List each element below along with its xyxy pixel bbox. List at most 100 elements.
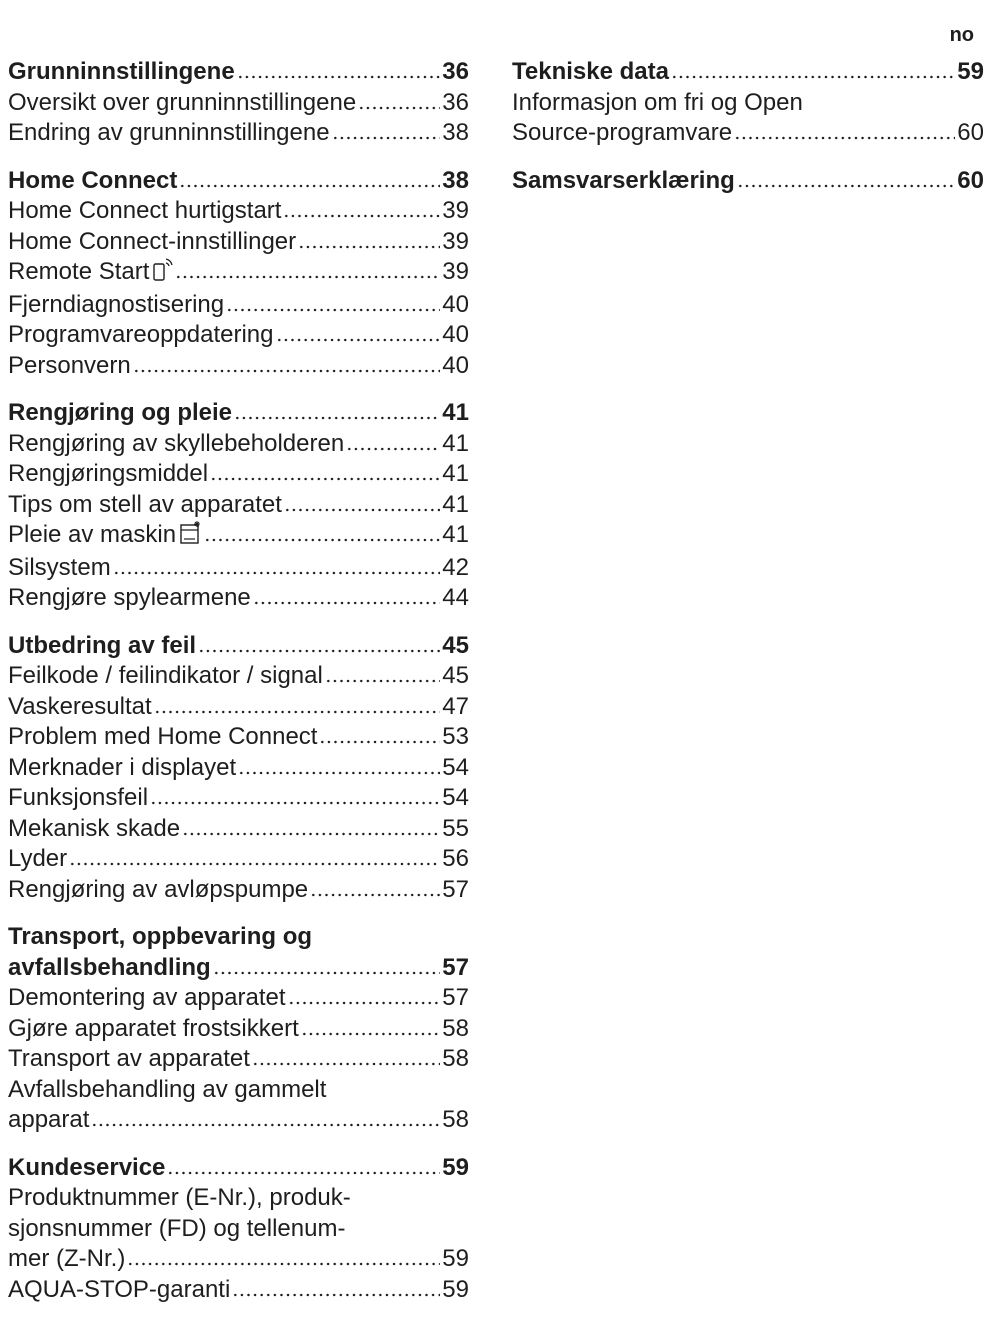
item-row: Oversikt over grunninnstillingene 36 <box>8 88 469 119</box>
item-text: Transport av apparatet <box>8 1045 250 1072</box>
dot-leader <box>283 507 441 512</box>
item-row: Funksjonsfeil 54 <box>8 783 469 814</box>
page-number: 54 <box>442 753 469 781</box>
item-text: Pleie av maskin <box>8 520 202 553</box>
page-number: 60 <box>957 119 984 146</box>
section-heading: Tekniske data 59 <box>512 57 984 88</box>
item-line: Avfallsbehandling av gammelt <box>8 1075 327 1103</box>
item-row: Remote Start 39 <box>8 257 469 290</box>
page-number: 60 <box>957 166 984 194</box>
item-text: Silsystem <box>8 553 111 581</box>
dot-leader <box>252 601 441 605</box>
heading-row: Tekniske data 59 <box>512 57 984 88</box>
item-row: Rengjøring av avløpspumpe 57 <box>8 875 469 906</box>
section: Tekniske data 59 Informasjon om fri og Ope… <box>512 57 984 149</box>
item-text: Oversikt over grunninnstillingene <box>8 88 357 116</box>
item-row: Home Connect hurtigstart 39 <box>8 196 469 227</box>
item-row: Endring av grunninnstillingene 38 <box>8 118 469 149</box>
item-row: Programvareoppdatering 40 <box>8 320 469 351</box>
item-row: Source-programvare 60 <box>512 118 984 149</box>
section-heading: Grunninnstillingene 36 <box>8 57 469 88</box>
page-number: 39 <box>442 227 469 255</box>
heading-text: Grunninnstillingene <box>8 58 235 85</box>
section: Utbedring av feil 45 Feilkode / feilindika… <box>8 631 469 906</box>
item-row: Vaskeresultat 47 <box>8 692 469 723</box>
page-number: 41 <box>442 521 469 548</box>
heading-row: Grunninnstillingene 36 <box>8 57 469 88</box>
item-row: Demontering av apparatet 57 <box>8 983 469 1014</box>
dot-leader <box>175 275 441 279</box>
item-text: Funksjonsfeil <box>8 784 149 811</box>
dot-leader <box>310 892 441 897</box>
heading-row: Kundeservice 59 <box>8 1153 469 1184</box>
heading-line: Transport, oppbevaring og <box>8 923 313 950</box>
item-text: Home Connect-innstillinger <box>8 227 297 255</box>
heading-text: Utbedring av feil <box>8 631 197 659</box>
item-row: Problem med Home Connect 53 <box>8 722 469 753</box>
section-heading: Home Connect 38 <box>8 166 469 197</box>
item-text: Rengjøre spylearmene <box>8 584 251 611</box>
dot-leader <box>734 136 956 140</box>
dot-leader <box>91 1123 441 1127</box>
dot-leader <box>358 105 441 110</box>
heading-text: avfallsbehandling <box>8 953 211 981</box>
page-number: 57 <box>442 875 469 903</box>
section: Samsvarserklæring 60 <box>512 166 984 197</box>
item-text: Rengjøringsmiddel <box>8 460 209 487</box>
dot-leader <box>153 709 441 714</box>
icon <box>180 520 202 553</box>
page-number: 58 <box>442 1045 469 1072</box>
page-number: 58 <box>442 1014 469 1042</box>
dot-leader <box>251 1062 441 1066</box>
item-row: Rengjøre spylearmene 44 <box>8 583 469 614</box>
page-number: 54 <box>442 784 469 811</box>
page-number: 40 <box>442 290 469 318</box>
item-text: apparat <box>8 1106 90 1133</box>
section-heading: Samsvarserklæring 60 <box>512 166 984 197</box>
item-row: Feilkode / feilindikator / signal 45 <box>8 661 469 692</box>
item-text: Merknader i displayet <box>8 753 237 781</box>
dot-leader <box>300 1031 441 1036</box>
heading-text: Tekniske data <box>512 58 669 85</box>
item-line: sjonsnummer (FD) og tellenum- <box>8 1214 346 1242</box>
heading-text: Samsvarserklæring <box>512 166 735 194</box>
dot-leader <box>287 1001 441 1005</box>
page-number: 57 <box>442 984 469 1011</box>
dot-leader <box>226 307 441 312</box>
page-number: 41 <box>442 460 469 487</box>
dot-leader <box>179 183 441 188</box>
dot-leader <box>127 1262 441 1266</box>
item-row: Mekanisk skade 55 <box>8 814 469 845</box>
heading-row: Samsvarserklæring 60 <box>512 166 984 197</box>
page-number: 41 <box>442 429 469 457</box>
page-number: 58 <box>442 1106 469 1133</box>
item-row: Lyder 56 <box>8 844 469 875</box>
heading-text: Rengjøring og pleie <box>8 399 233 426</box>
section-heading: Rengjøring og pleie 41 <box>8 398 469 429</box>
page-number: 44 <box>442 584 469 611</box>
dot-leader <box>204 538 441 542</box>
remote-icon <box>153 258 174 281</box>
dot-leader <box>69 862 441 866</box>
dot-leader <box>331 136 441 140</box>
heading-text: Home Connect <box>8 166 178 194</box>
item-text: Mekanisk skade <box>8 814 181 842</box>
dot-leader <box>232 1292 441 1297</box>
item-text: Remote Start <box>8 257 174 290</box>
section: Transport, oppbevaring og avfallsbehandli… <box>8 922 469 1136</box>
dot-leader <box>319 740 441 744</box>
page-number: 38 <box>442 119 469 146</box>
page-number: 55 <box>442 814 469 842</box>
page-number: 38 <box>442 166 469 194</box>
page-number: 36 <box>442 88 469 116</box>
dot-leader <box>212 970 441 975</box>
item-text: Lyder <box>8 845 68 872</box>
dot-leader <box>150 801 441 805</box>
page-number: 59 <box>442 1245 469 1272</box>
page-number: 41 <box>442 490 469 518</box>
page-number: 53 <box>442 723 469 750</box>
heading-text: Kundeservice <box>8 1153 166 1181</box>
item-text: Problem med Home Connect <box>8 723 318 750</box>
heading-row: Rengjøring og pleie 41 <box>8 398 469 429</box>
